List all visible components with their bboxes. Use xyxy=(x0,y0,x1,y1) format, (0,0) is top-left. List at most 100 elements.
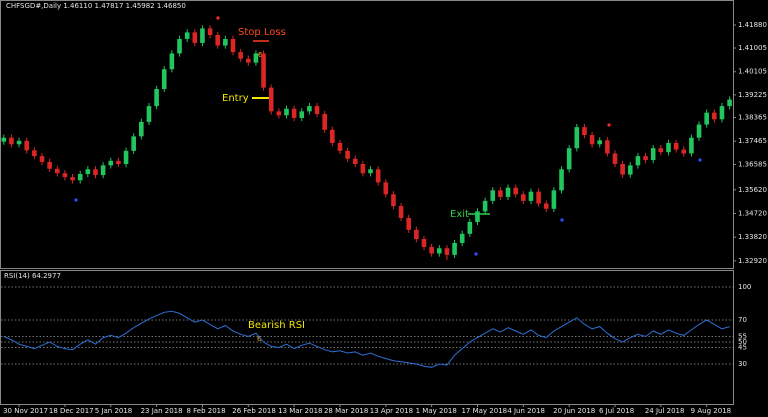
candle-body xyxy=(291,108,297,118)
candle-body xyxy=(139,121,144,137)
candle-body xyxy=(169,53,175,70)
candle-body xyxy=(528,191,534,201)
candle-body xyxy=(314,106,320,114)
candle-body xyxy=(330,129,335,143)
y-tick-label: 1.41005 xyxy=(738,44,767,52)
y-tick-label: 1.38365 xyxy=(738,114,767,122)
fractal xyxy=(74,198,78,202)
candle-body xyxy=(582,127,587,136)
rsi-frame xyxy=(0,270,734,405)
candle-body xyxy=(429,246,434,254)
candle-body xyxy=(184,32,190,39)
x-tick-label: 28 Mar 2018 xyxy=(324,407,368,415)
fractal xyxy=(698,158,702,162)
candle-body xyxy=(154,88,159,107)
candle-body xyxy=(650,148,656,161)
candle-body xyxy=(108,160,114,166)
fractal xyxy=(560,218,564,222)
candle-body xyxy=(421,239,427,247)
chart-title: CHFSGD#,Daily 1.46110 1.47817 1.45982 1.… xyxy=(6,2,186,10)
candle-body xyxy=(620,164,625,175)
x-tick-label: 5 Jan 2018 xyxy=(95,407,133,415)
x-tick-label: 23 Jan 2018 xyxy=(141,407,183,415)
candle-body xyxy=(32,150,37,157)
candle-body xyxy=(589,135,595,145)
stop-loss-label: Stop Loss xyxy=(238,27,286,38)
candle-body xyxy=(177,38,182,54)
x-tick-label: 30 Nov 2017 xyxy=(3,407,48,415)
y-tick-label: 70 xyxy=(738,316,747,324)
candle-body xyxy=(215,35,221,46)
candle-body xyxy=(253,53,259,63)
rsi-line xyxy=(3,310,730,368)
candle-body xyxy=(467,221,473,234)
candle-body xyxy=(643,156,648,161)
candle-body xyxy=(131,136,136,151)
candle-body xyxy=(16,140,22,145)
candle-body xyxy=(123,150,129,165)
y-tick-label: 55 xyxy=(738,333,747,341)
y-tick-label: 1.33820 xyxy=(738,233,767,241)
candle-body xyxy=(635,156,641,166)
candle-body xyxy=(1,137,7,142)
candle-body xyxy=(666,142,671,153)
fractal-down-markers xyxy=(74,158,702,256)
candle-body xyxy=(337,142,343,151)
x-tick-label: 13 Mar 2018 xyxy=(278,407,322,415)
candle-body xyxy=(307,106,312,112)
y-tick-label: 1.39225 xyxy=(738,91,767,99)
entry-label: Entry xyxy=(222,93,249,104)
candle-body xyxy=(161,69,167,89)
candle-body xyxy=(559,169,564,191)
y-tick-label: 1.37465 xyxy=(738,137,767,145)
x-tick-label: 18 Dec 2017 xyxy=(49,407,94,415)
candle-body xyxy=(245,58,251,63)
candle-body xyxy=(200,28,205,43)
candle-body xyxy=(551,190,557,209)
candle-body xyxy=(223,38,228,46)
candle-body xyxy=(192,32,198,43)
candle-body xyxy=(498,190,503,197)
x-tick-label: 6 Jul 2018 xyxy=(599,407,634,415)
candle-body xyxy=(627,165,633,175)
candle-body xyxy=(39,156,45,162)
x-tick-label: 17 May 2018 xyxy=(461,407,507,415)
candle-body xyxy=(100,165,106,176)
candle-body xyxy=(116,160,121,165)
candle-body xyxy=(383,182,389,195)
candle-body xyxy=(689,137,694,154)
y-tick-label: 1.34720 xyxy=(738,210,767,218)
candle-body xyxy=(360,164,366,174)
candle-body xyxy=(284,108,289,116)
candle-body xyxy=(146,106,152,122)
candle-body xyxy=(85,169,91,175)
candle-body xyxy=(727,99,732,107)
candle-body xyxy=(482,200,488,212)
candle-body xyxy=(238,52,243,59)
candle-body xyxy=(475,211,480,222)
y-tick-label: 50 xyxy=(738,338,747,346)
candle-body xyxy=(673,142,679,150)
candle-body xyxy=(681,149,687,154)
candle-body xyxy=(62,173,68,178)
candle-body xyxy=(574,127,580,149)
candle-body xyxy=(9,137,14,145)
x-tick-label: 4 Jun 2018 xyxy=(507,407,545,415)
candle-body xyxy=(513,187,518,195)
y-tick-label: 1.32920 xyxy=(738,257,767,265)
candle-body xyxy=(77,174,83,181)
candle-body xyxy=(414,229,419,240)
y-tick-label: 1.35620 xyxy=(738,186,767,194)
bearish-rsi-label: Bearish RSI xyxy=(248,320,305,331)
candle-body xyxy=(452,242,457,255)
candle-body xyxy=(712,112,717,120)
candle-body xyxy=(597,140,603,145)
candle-body xyxy=(436,248,442,254)
candle-body xyxy=(543,203,549,209)
candle-body xyxy=(391,194,396,207)
y-tick-label: 30 xyxy=(738,360,747,368)
y-tick-label: 1.36585 xyxy=(738,160,767,168)
